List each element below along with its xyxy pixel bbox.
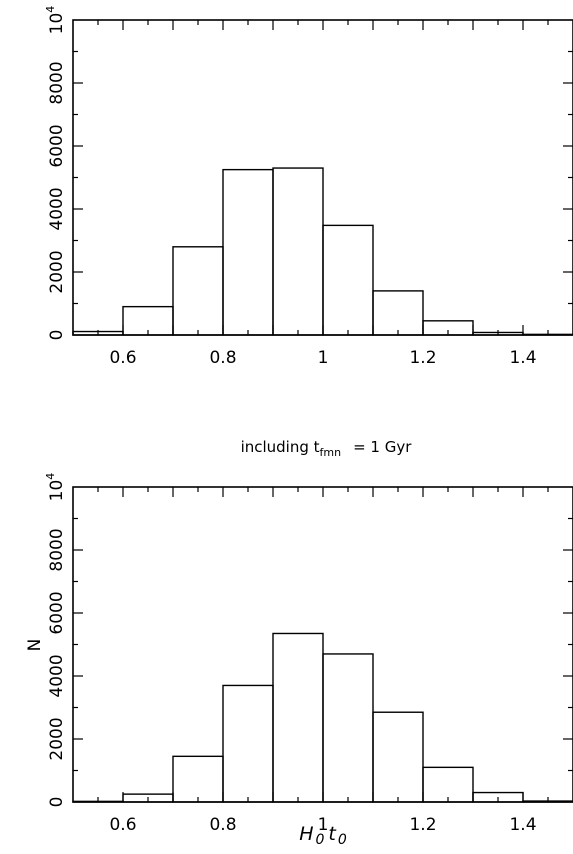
y-top-label-exp: 4 — [44, 6, 57, 13]
x-tick-label: 1.2 — [409, 348, 436, 368]
x-ticks-top — [97, 20, 549, 335]
y-ticks-bottom — [73, 517, 573, 772]
bars-bottom — [72, 632, 573, 803]
x-tick-label: 1.4 — [509, 815, 536, 835]
x-tick-label: 1.4 — [509, 348, 536, 368]
y-tick-label: 8000 — [47, 528, 67, 571]
histogram-bar — [222, 684, 274, 803]
x-tick-label: 1.2 — [409, 815, 436, 835]
panel-title-rest: = 1 Gyr — [353, 438, 412, 456]
histogram-bar — [322, 224, 374, 336]
histogram-panel-top: 0.6 0.8 1 1.2 1.4 0 2000 4000 6000 8000 104 — [44, 6, 573, 368]
x-tick-label: 0.8 — [209, 815, 236, 835]
x-tick-label: 0.8 — [209, 348, 236, 368]
y-tick-label: 8000 — [47, 61, 67, 104]
x-axis-label-t-sub: 0 — [338, 832, 347, 848]
y-tick-label: 2000 — [47, 250, 67, 293]
y-top-label-exp: 4 — [44, 473, 57, 480]
histogram-bar — [272, 167, 324, 336]
y-tick-label: 6000 — [47, 591, 67, 634]
y-ticks-top — [73, 50, 573, 305]
histogram-bar — [322, 653, 374, 803]
x-axis-label-t: t — [328, 823, 337, 845]
x-tick-labels-bottom: 0.6 0.8 1 1.2 1.4 — [109, 815, 536, 835]
x-axis-label-h-sub: 0 — [316, 832, 325, 848]
x-tick-labels-top: 0.6 0.8 1 1.2 1.4 — [109, 348, 536, 368]
x-tick-label: 0.6 — [109, 348, 136, 368]
y-top-label-bottom: 104 — [44, 473, 67, 502]
x-axis-label-h: H — [299, 823, 313, 845]
x-ticks-bottom — [97, 487, 549, 802]
y-tick-label: 4000 — [47, 654, 67, 697]
y-axis-label: N — [25, 639, 45, 652]
x-tick-label: 1 — [318, 815, 329, 835]
y-tick-label: 0 — [47, 797, 67, 808]
y-top-label-top: 104 — [44, 6, 67, 35]
y-tick-label: 6000 — [47, 124, 67, 167]
histogram-bar — [172, 246, 224, 336]
y-tick-labels-bottom: 0 2000 4000 6000 8000 — [47, 528, 67, 807]
x-tick-label: 1 — [318, 348, 329, 368]
y-tick-labels-top: 0 2000 4000 6000 8000 — [47, 61, 67, 340]
histogram-bar — [422, 766, 474, 803]
panel-title-main: including t — [241, 438, 320, 456]
panel-title: including tfmn = 1 Gyr — [241, 438, 413, 459]
y-tick-label: 4000 — [47, 187, 67, 230]
y-top-label-base: 10 — [47, 480, 67, 502]
histogram-bar — [222, 168, 274, 336]
x-tick-label: 0.6 — [109, 815, 136, 835]
histogram-bar — [172, 755, 224, 803]
y-tick-label: 2000 — [47, 717, 67, 760]
panel-title-sub: fmn — [320, 446, 342, 459]
y-top-label-base: 10 — [47, 13, 67, 35]
histogram-bar — [372, 711, 424, 803]
bars-top — [72, 167, 573, 336]
histogram-bar — [372, 290, 424, 336]
y-tick-label: 0 — [47, 330, 67, 341]
histogram-bar — [272, 632, 324, 803]
